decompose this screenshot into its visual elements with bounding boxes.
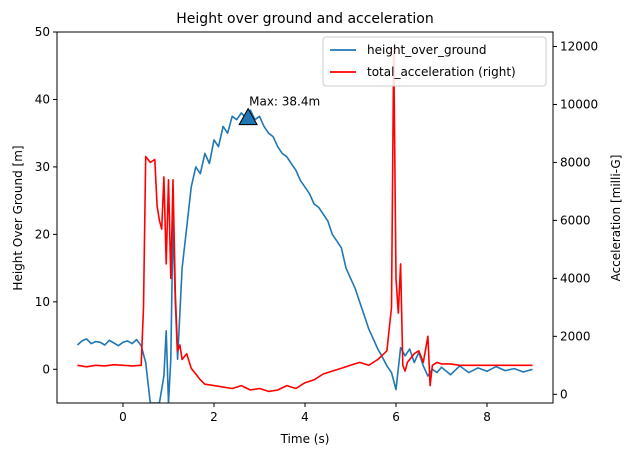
legend-label-acceleration: total_acceleration (right) [367,65,516,79]
max-annotation: Max: 38.4m [238,95,320,126]
legend-label-height: height_over_ground [367,43,486,57]
y2-tick-label: 4000 [560,271,591,285]
plot-frame [56,31,554,404]
y2-tick-label: 10000 [560,97,598,111]
y2-tick-label: 0 [560,387,568,401]
legend: height_over_ground total_acceleration (r… [322,36,547,87]
x-tick-label: 6 [392,410,400,424]
legend-frame [322,36,547,87]
y-tick-label: 20 [35,227,50,241]
y-axis-label: Height Over Ground [m] [11,145,25,290]
series-line-height [76,109,533,403]
y-tick-label: 30 [35,160,50,174]
y-tick-label: 50 [35,25,50,39]
y-tick-label: 10 [35,295,50,309]
y2-tick-label: 8000 [560,155,591,169]
y2-tick-label: 2000 [560,329,591,343]
x-tick-label: 2 [210,410,218,424]
y-tick-label: 0 [42,362,50,376]
axes-ticks: 0 2 4 6 8 0 10 20 30 40 50 0 2000 4000 6000 8000 10000 12… [35,25,598,424]
series-layer [76,45,533,403]
max-annotation-label: Max: 38.4m [249,95,320,109]
max-marker [238,107,258,126]
x-tick-label: 4 [301,410,309,424]
y2-tick-label: 12000 [560,39,598,53]
chart-title: Height over ground and acceleration [176,11,433,27]
x-tick-label: 0 [119,410,127,424]
x-axis-label: Time (s) [280,432,330,446]
x-tick-label: 8 [483,410,491,424]
series-line-acceleration [77,45,533,393]
y2-tick-label: 6000 [560,213,591,227]
y-tick-label: 40 [35,92,50,106]
y2-axis-label: Acceleration [milli-G] [609,155,623,282]
